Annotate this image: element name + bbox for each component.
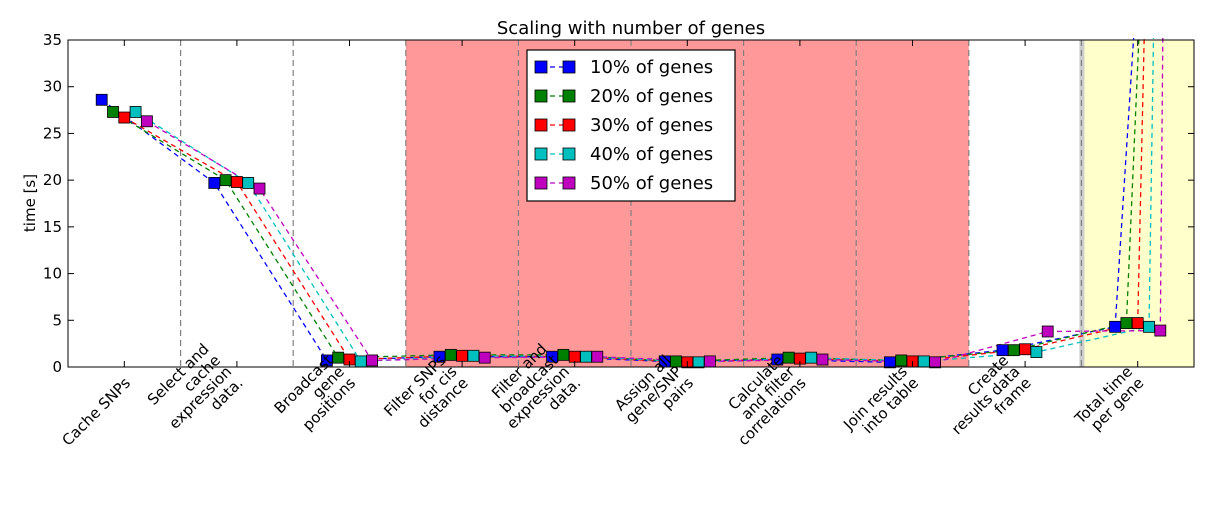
series-line (101, 99, 1116, 363)
data-point (129, 106, 142, 118)
data-point (467, 349, 480, 362)
data-point (1109, 320, 1121, 333)
axes (67, 39, 1195, 368)
series-line (146, 120, 1161, 363)
legend-entry: 20% of genes (534, 86, 713, 107)
series-line-overflow (1137, 37, 1145, 324)
data-point (580, 350, 592, 363)
y-tick-label: 30 (43, 78, 62, 96)
y-tick-label: 35 (43, 31, 62, 49)
legend-marker (534, 176, 548, 190)
data-point (95, 93, 108, 106)
data-point (704, 355, 716, 368)
series-line (135, 111, 1150, 363)
legend-label: 50% of genes (590, 173, 713, 194)
highlight-band-red (405, 40, 519, 367)
highlight-band-red (743, 40, 857, 367)
legend-entry: 40% of genes (534, 144, 713, 165)
data-point (444, 348, 457, 361)
y-tick-labels: 0 5 10 15 20 25 30 35 (43, 31, 62, 376)
y-tick-label: 10 (43, 265, 62, 283)
legend-entry: 30% of genes (534, 115, 713, 136)
series-line-overflow (1148, 37, 1155, 327)
series-lines (101, 37, 1164, 363)
legend-label: 30% of genes (590, 115, 713, 136)
plot-frame (67, 39, 1195, 368)
data-point (591, 350, 604, 363)
legend-marker (562, 118, 576, 132)
highlight-band-red (856, 40, 969, 367)
y-tick-label: 0 (52, 358, 62, 376)
series-line-overflow (1114, 37, 1135, 327)
data-point (208, 177, 221, 189)
data-point (1041, 325, 1054, 338)
y-axis-label: time [s] (21, 174, 39, 232)
data-point (1143, 320, 1155, 333)
data-point (1120, 317, 1133, 329)
data-point (242, 177, 255, 189)
legend-marker (534, 147, 548, 161)
data-point (568, 350, 581, 363)
data-point (107, 106, 119, 118)
highlight-bands (405, 40, 1194, 367)
series-markers (95, 93, 1167, 369)
data-point (219, 174, 232, 187)
data-point (1154, 324, 1167, 337)
legend-marker (534, 89, 548, 103)
data-point (456, 349, 469, 362)
x-tick-label-line: Cache SNPs (58, 374, 134, 450)
data-point (118, 111, 131, 124)
legend-marker (534, 60, 548, 74)
legend-marker (562, 176, 576, 190)
data-point (917, 355, 930, 368)
legend: 10% of genes 20% of genes 30% of genes 40% … (526, 49, 736, 202)
data-point (1019, 343, 1031, 356)
data-point (478, 351, 491, 364)
y-tick-label: 15 (43, 218, 62, 236)
data-point (1030, 346, 1043, 358)
data-point (253, 182, 266, 195)
data-point (929, 356, 941, 369)
legend-marker (534, 118, 548, 132)
chart-title: Scaling with number of genes (497, 18, 765, 39)
data-point (557, 348, 570, 361)
x-tick-label: Cache SNPs (58, 374, 134, 450)
legend-marker (562, 60, 576, 74)
data-point (332, 351, 345, 364)
data-point (1007, 344, 1020, 357)
series-line-overflow (1125, 37, 1140, 324)
y-tick-label: 5 (52, 311, 62, 329)
data-point (692, 356, 705, 369)
y-tick-label: 25 (43, 124, 62, 142)
data-point (1131, 317, 1144, 329)
legend-label: 40% of genes (590, 144, 713, 165)
legend-label: 20% of genes (590, 86, 713, 107)
data-point (805, 351, 818, 364)
series-line-overflow (1159, 37, 1164, 331)
legend-label: 10% of genes (590, 57, 713, 78)
legend-entry: 10% of genes (534, 57, 713, 78)
legend-marker (562, 89, 576, 103)
data-point (354, 355, 367, 368)
data-point (230, 176, 243, 188)
legend-entry: 50% of genes (534, 173, 713, 194)
y-tick-label: 20 (43, 171, 62, 189)
legend-marker (562, 147, 576, 161)
data-point (140, 115, 153, 128)
data-point (366, 354, 379, 367)
data-point (816, 353, 829, 366)
data-point (782, 351, 795, 364)
